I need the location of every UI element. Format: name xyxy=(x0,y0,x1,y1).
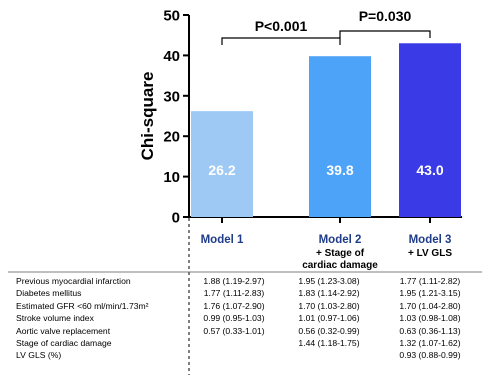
bar-value-label: 43.0 xyxy=(416,162,443,178)
table-row-label: Stroke volume index xyxy=(16,313,94,324)
table-cell: 1.01 (0.97-1.06) xyxy=(298,313,360,324)
x-category-sublabel: + Stage of xyxy=(316,248,365,259)
table-cell: 1.44 (1.18-1.75) xyxy=(298,338,360,348)
table-cell: 1.03 (0.98-1.08) xyxy=(399,313,461,324)
bar-1 xyxy=(191,111,253,217)
table-cell: 0.56 (0.32-0.99) xyxy=(298,325,360,336)
x-category-label: Model 1 xyxy=(201,234,244,246)
y-tick-label: 10 xyxy=(163,169,180,186)
table-cell: 0.99 (0.95-1.03) xyxy=(203,313,265,324)
bar-3 xyxy=(399,43,461,217)
significance-bracket xyxy=(221,37,341,45)
table-row-label: Estimated GFR <60 ml/min/1.73m² xyxy=(16,300,149,311)
y-tick-label: 20 xyxy=(163,129,180,146)
table-cell: 0.93 (0.88-0.99) xyxy=(399,350,461,361)
y-tick-label: 0 xyxy=(172,210,180,227)
table-cell: 1.76 (1.07-2.90) xyxy=(203,300,265,311)
y-tick-label: 50 xyxy=(163,8,180,25)
table-cell: 1.70 (1.04-2.80) xyxy=(399,300,461,311)
table-cell: 1.83 (1.14-2.92) xyxy=(298,288,360,299)
bar-2 xyxy=(309,56,371,217)
table-row-label: Diabetes mellitus xyxy=(16,288,82,299)
table-cell: 0.57 (0.33-1.01) xyxy=(203,325,265,336)
table-row-label: Previous myocardial infarction xyxy=(16,276,131,286)
p-value-label: P=0.030 xyxy=(359,8,412,24)
y-axis-title: Chi-square xyxy=(138,72,157,161)
significance-bracket xyxy=(339,30,431,38)
table-row-label: LV GLS (%) xyxy=(16,350,62,361)
y-tick-label: 30 xyxy=(163,88,180,105)
table-row-label: Aortic valve replacement xyxy=(16,325,111,336)
table-cell: 1.77 (1.11-2.83) xyxy=(203,288,265,299)
table-cell: 1.88 (1.19-2.97) xyxy=(203,276,265,286)
x-category-label: Model 3 xyxy=(409,234,452,246)
bar-value-label: 39.8 xyxy=(326,162,353,178)
x-category-sublabel: cardiac damage xyxy=(302,260,378,271)
p-value-label: P<0.001 xyxy=(255,18,308,34)
table-cell: 0.63 (0.36-1.13) xyxy=(399,325,461,336)
table-cell: 1.32 (1.07-1.62) xyxy=(399,338,461,348)
table-cell: 1.77 (1.11-2.82) xyxy=(399,276,461,286)
x-category-label: Model 2 xyxy=(319,234,362,246)
x-category-sublabel: + LV GLS xyxy=(408,248,452,259)
table-cell: 1.95 (1.23-3.08) xyxy=(298,276,360,286)
bar-value-label: 26.2 xyxy=(208,162,235,178)
table-cell: 1.70 (1.03-2.80) xyxy=(298,300,360,311)
table-cell: 1.95 (1.21-3.15) xyxy=(399,288,461,299)
table-row-label: Stage of cardiac damage xyxy=(16,338,112,348)
y-tick-label: 40 xyxy=(163,48,180,65)
